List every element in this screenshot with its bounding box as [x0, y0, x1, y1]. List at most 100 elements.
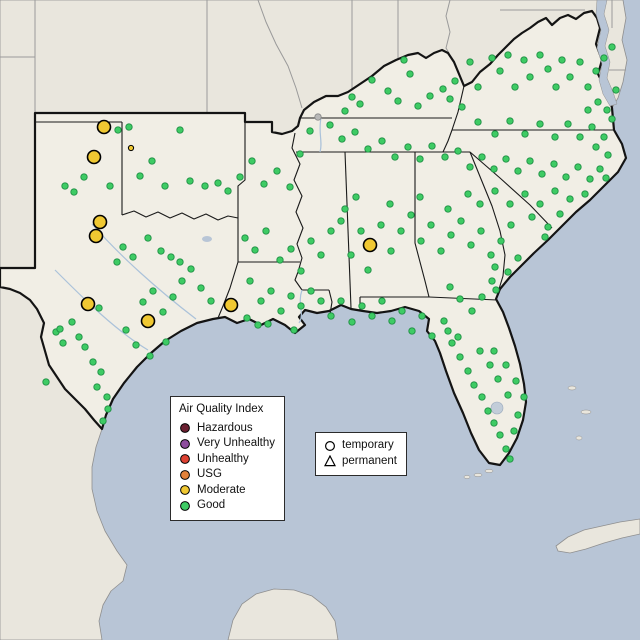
station-good	[506, 200, 514, 208]
aqi-marker-icon	[180, 500, 190, 511]
station-good	[454, 333, 462, 341]
station-good	[551, 187, 559, 195]
aqi-legend-title: Air Quality Index	[179, 403, 264, 415]
station-good	[504, 268, 512, 276]
station-good	[251, 246, 259, 254]
aqi-marker-icon	[180, 438, 190, 449]
station-good	[470, 381, 478, 389]
station-good	[491, 130, 499, 138]
station-good	[254, 321, 262, 329]
station-good	[474, 118, 482, 126]
station-good	[89, 358, 97, 366]
station-good	[338, 135, 346, 143]
station-good	[407, 211, 415, 219]
station-good	[241, 234, 249, 242]
station-good	[496, 431, 504, 439]
station-good	[148, 157, 156, 165]
station-good	[136, 172, 144, 180]
station-good	[347, 251, 355, 259]
station-good	[358, 302, 366, 310]
station-good	[492, 286, 500, 294]
station-good	[520, 56, 528, 64]
station-good	[490, 165, 498, 173]
station-good	[337, 297, 345, 305]
station-good	[486, 361, 494, 369]
station-good	[387, 247, 395, 255]
station-good	[103, 393, 111, 401]
station-good	[106, 182, 114, 190]
station-good	[497, 237, 505, 245]
station-good	[526, 157, 534, 165]
station-good	[356, 100, 364, 108]
station-good	[337, 217, 345, 225]
station-good	[490, 419, 498, 427]
station-good	[476, 200, 484, 208]
station-good	[236, 173, 244, 181]
station-good	[207, 297, 215, 305]
station-good	[93, 383, 101, 391]
station-good	[514, 254, 522, 262]
station-good	[404, 143, 412, 151]
station-good	[478, 393, 486, 401]
station-good	[276, 256, 284, 264]
aqi-legend-item: Hazardous	[179, 421, 275, 437]
station-good	[454, 147, 462, 155]
station-good	[80, 173, 88, 181]
station-moderate	[140, 313, 156, 329]
station-good	[502, 445, 510, 453]
station-good	[602, 174, 610, 182]
station-good	[214, 179, 222, 187]
station-good	[357, 227, 365, 235]
station-good	[514, 411, 522, 419]
station-good	[446, 283, 454, 291]
station-good	[576, 133, 584, 141]
station-good	[550, 160, 558, 168]
station-good	[146, 352, 154, 360]
station-good	[478, 153, 486, 161]
station-good	[414, 102, 422, 110]
station-good	[70, 188, 78, 196]
station-moderate-small	[127, 144, 135, 152]
aqi-legend-label: Moderate	[197, 483, 246, 496]
station-good	[348, 93, 356, 101]
station-good	[167, 253, 175, 261]
aqi-legend-label: USG	[197, 468, 222, 480]
station-good	[457, 217, 465, 225]
station-good	[484, 407, 492, 415]
symbol-legend-label: temporary	[342, 439, 394, 451]
station-good	[75, 333, 83, 341]
station-good	[416, 193, 424, 201]
station-good	[397, 227, 405, 235]
station-good	[440, 317, 448, 325]
station-good	[287, 245, 295, 253]
station-good	[451, 77, 459, 85]
station-moderate	[86, 149, 102, 165]
station-good	[526, 73, 534, 81]
station-good	[494, 375, 502, 383]
station-good	[566, 195, 574, 203]
aqi-legend-label: Good	[197, 499, 226, 511]
station-good	[388, 317, 396, 325]
station-good	[477, 227, 485, 235]
station-good	[114, 126, 122, 134]
aqi-legend-item: USG	[179, 467, 275, 483]
station-good	[262, 227, 270, 235]
station-good	[417, 237, 425, 245]
station-good	[391, 153, 399, 161]
station-good	[506, 455, 514, 463]
station-moderate	[96, 119, 112, 135]
station-good	[502, 361, 510, 369]
station-good	[466, 163, 474, 171]
station-good	[592, 143, 600, 151]
station-good	[378, 137, 386, 145]
symbol-legend: temporary permanent	[315, 432, 407, 476]
station-good	[468, 307, 476, 315]
station-good	[169, 293, 177, 301]
permanent-triangle-icon	[324, 455, 336, 467]
station-good	[95, 304, 103, 312]
station-good	[81, 343, 89, 351]
aqi-legend-item: Moderate	[179, 483, 275, 499]
station-good	[287, 292, 295, 300]
